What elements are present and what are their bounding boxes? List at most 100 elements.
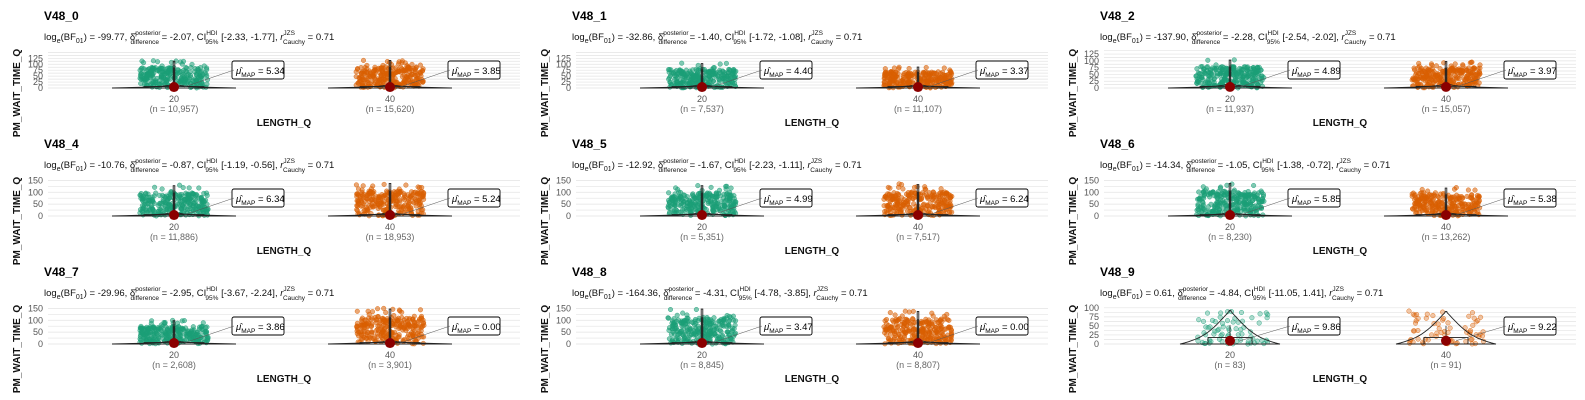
- data-point: [368, 204, 374, 210]
- data-point: [1424, 311, 1430, 317]
- y-tick-label: 100: [28, 315, 43, 325]
- data-point: [399, 321, 405, 327]
- data-point: [1254, 71, 1260, 77]
- y-tick-label: 50: [33, 327, 43, 337]
- data-point: [411, 318, 417, 324]
- data-point: [379, 65, 385, 71]
- group-count: (n = 18,953): [366, 232, 415, 242]
- mean-point: [1441, 335, 1451, 346]
- data-point: [148, 81, 154, 87]
- mean-point: [913, 210, 923, 221]
- x-axis-label: LENGTH_Q: [785, 118, 840, 129]
- data-point: [1231, 57, 1237, 63]
- data-point: [900, 186, 906, 192]
- data-point: [1452, 196, 1458, 202]
- data-point: [895, 317, 901, 323]
- data-point: [720, 322, 726, 328]
- violin-outline: [111, 60, 237, 89]
- y-tick-label: 75: [1089, 63, 1099, 73]
- mu-map-connector: [399, 69, 451, 88]
- data-point: [1238, 310, 1244, 316]
- data-point: [936, 206, 942, 212]
- data-point: [1224, 318, 1230, 324]
- data-point: [908, 321, 914, 327]
- data-point: [157, 192, 163, 198]
- y-tick-label: 50: [1089, 69, 1099, 79]
- data-point: [733, 199, 739, 205]
- data-point: [1200, 318, 1206, 324]
- data-point: [930, 323, 936, 329]
- data-point: [1200, 189, 1206, 195]
- panel-title: V48_4: [44, 137, 79, 151]
- y-tick-label: 75: [1089, 312, 1099, 322]
- data-point: [924, 80, 930, 86]
- data-point: [924, 319, 930, 325]
- data-point: [889, 204, 895, 210]
- violin-outline: [1167, 59, 1293, 89]
- data-point: [363, 317, 369, 323]
- group-count: (n = 15,620): [366, 104, 415, 114]
- data-point: [946, 317, 952, 323]
- data-point: [708, 184, 714, 190]
- data-point: [881, 203, 887, 209]
- mu-map-label: μ̂MAP = 3.37: [979, 66, 1029, 79]
- data-point: [380, 207, 386, 213]
- data-point: [948, 337, 954, 343]
- data-point: [1224, 182, 1230, 188]
- data-point: [372, 193, 378, 199]
- panel-title: V48_8: [572, 265, 607, 279]
- data-point: [177, 182, 183, 188]
- mu-map-connector: [1239, 69, 1291, 88]
- data-point: [1259, 196, 1265, 202]
- data-point: [147, 73, 153, 79]
- x-tick-label: 20: [169, 222, 179, 232]
- data-point: [896, 337, 902, 343]
- data-point: [665, 204, 671, 210]
- group-count: (n = 11,886): [150, 232, 198, 242]
- data-point: [1477, 198, 1483, 204]
- violin-outline: [327, 182, 453, 217]
- data-point: [381, 181, 387, 187]
- data-point: [1257, 311, 1263, 317]
- data-point: [374, 317, 380, 323]
- data-point: [1241, 207, 1247, 213]
- data-point: [417, 323, 423, 329]
- data-point: [150, 58, 156, 64]
- x-tick-label: 40: [913, 222, 923, 232]
- data-point: [713, 203, 719, 209]
- data-point: [1470, 310, 1476, 316]
- data-point: [359, 187, 365, 193]
- data-point: [882, 318, 888, 324]
- data-point: [409, 61, 415, 67]
- data-point: [354, 320, 360, 326]
- data-point: [1460, 195, 1466, 201]
- data-point: [1429, 62, 1435, 68]
- data-point: [907, 205, 913, 211]
- x-tick-label: 20: [169, 350, 179, 360]
- y-tick-label: 75: [561, 65, 571, 75]
- data-point: [177, 79, 183, 85]
- data-point: [419, 185, 425, 191]
- data-point: [1467, 60, 1473, 66]
- panel-subtitle: loge(BF01) = -14.34, δ̂posterior differen…: [1100, 158, 1390, 174]
- data-point: [910, 316, 916, 322]
- data-point: [193, 198, 199, 204]
- data-point: [1452, 186, 1458, 192]
- mean-point: [1441, 81, 1451, 92]
- data-point: [904, 191, 910, 197]
- mu-map-label: μ̂MAP = 4.89: [1291, 66, 1341, 79]
- y-tick-label: 0: [38, 83, 43, 93]
- data-point: [703, 192, 709, 198]
- data-point: [666, 327, 672, 333]
- data-point: [932, 84, 938, 90]
- y-tick-label: 50: [1089, 199, 1099, 209]
- data-point: [188, 330, 194, 336]
- data-point: [1206, 74, 1212, 80]
- data-point: [143, 206, 149, 212]
